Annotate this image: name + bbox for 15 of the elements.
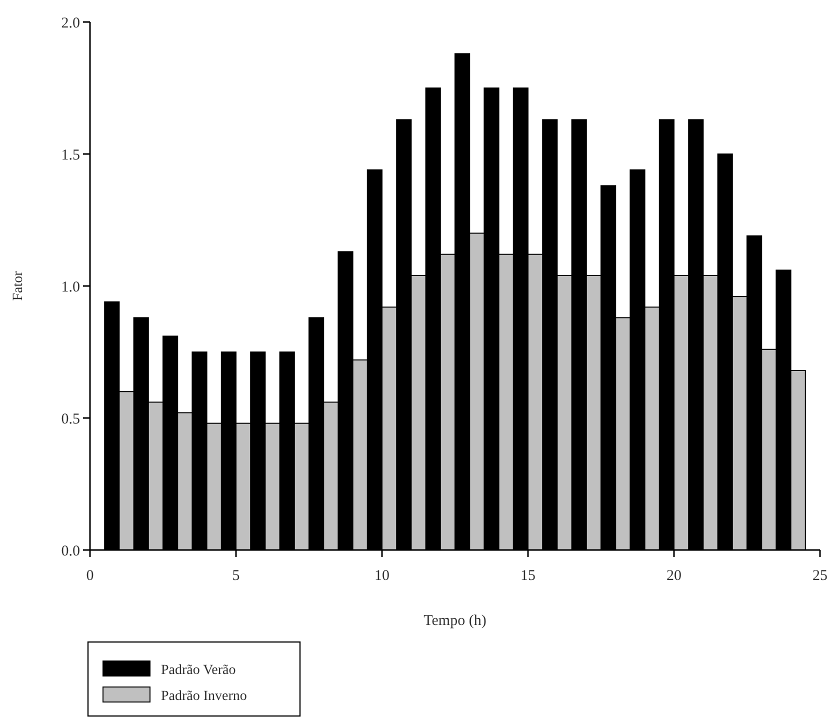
y-axis-title: Fator [11,270,26,301]
x-tick-label: 20 [666,568,682,584]
x-tick-label: 15 [520,568,536,584]
legend-label: Padrão Verão [161,662,236,678]
x-axis-title: Tempo (h) [424,613,486,629]
x-tick-label: 0 [86,568,94,584]
x-tick-label: 25 [812,568,828,584]
y-tick-label: 1.5 [61,147,80,164]
y-tick-label: 0.5 [61,411,80,428]
y-tick-label: 0.0 [61,543,80,560]
y-tick-label: 2.0 [61,15,80,32]
x-tick-label: 5 [232,568,240,584]
x-tick-label: 10 [374,568,390,584]
legend-label: Padrão Inverno [161,688,247,704]
y-tick-label: 1.0 [61,279,80,296]
